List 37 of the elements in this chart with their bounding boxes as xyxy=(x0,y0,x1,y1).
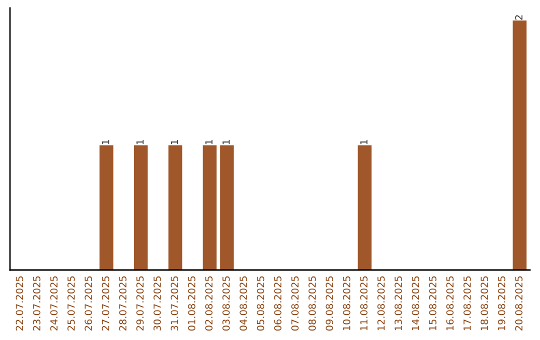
x-tick-label: 18.08.2025 xyxy=(480,276,488,330)
x-tick-label: 30.07.2025 xyxy=(154,276,161,330)
x-tick-label: 16.08.2025 xyxy=(446,276,454,330)
data-label: 1 xyxy=(136,140,144,144)
data-label: 1 xyxy=(222,140,230,144)
data-label: 2 xyxy=(515,15,522,20)
data-label: 1 xyxy=(360,140,368,144)
x-tick-label: 31.07.2025 xyxy=(170,276,178,330)
x-tick-label: 07.08.2025 xyxy=(291,276,299,331)
x-tick-label: 13.08.2025 xyxy=(394,276,402,330)
data-label: 1 xyxy=(170,140,178,144)
x-tick-label: 02.08.2025 xyxy=(205,276,213,331)
x-tick-label: 25.07.2025 xyxy=(67,276,75,331)
x-tick-label: 22.07.2025 xyxy=(16,276,24,331)
x-tick-label: 06.08.2025 xyxy=(274,276,282,331)
x-tick-label: 14.08.2025 xyxy=(412,276,420,330)
x-tick-label: 01.08.2025 xyxy=(188,276,196,331)
x-tick-label: 11.08.2025 xyxy=(360,276,368,330)
x-tick-label: 04.08.2025 xyxy=(240,276,247,331)
x-tick-label: 29.07.2025 xyxy=(136,276,144,331)
x-tick-label: 15.08.2025 xyxy=(429,276,436,330)
x-tick-label: 26.07.2025 xyxy=(84,276,92,331)
x-tick-label: 27.07.2025 xyxy=(102,276,110,331)
x-tick-label: 12.08.2025 xyxy=(377,276,385,330)
x-tick-label: 28.07.2025 xyxy=(119,276,126,331)
x-tick-label: 08.08.2025 xyxy=(308,276,316,331)
x-tick-label: 20.08.2025 xyxy=(515,276,522,331)
x-tick-label: 09.08.2025 xyxy=(326,276,334,331)
x-tick-label: 24.07.2025 xyxy=(50,276,58,331)
data-label: 1 xyxy=(102,140,110,144)
data-label: 1 xyxy=(205,140,212,144)
x-tick-label: 17.08.2025 xyxy=(463,276,471,330)
x-tick-label: 19.08.2025 xyxy=(498,276,506,330)
x-tick-label: 05.08.2025 xyxy=(256,276,264,331)
x-tick-label: 03.08.2025 xyxy=(222,276,230,331)
x-tick-label: 23.07.2025 xyxy=(33,276,40,331)
x-tick-label: 10.08.2025 xyxy=(342,276,350,330)
